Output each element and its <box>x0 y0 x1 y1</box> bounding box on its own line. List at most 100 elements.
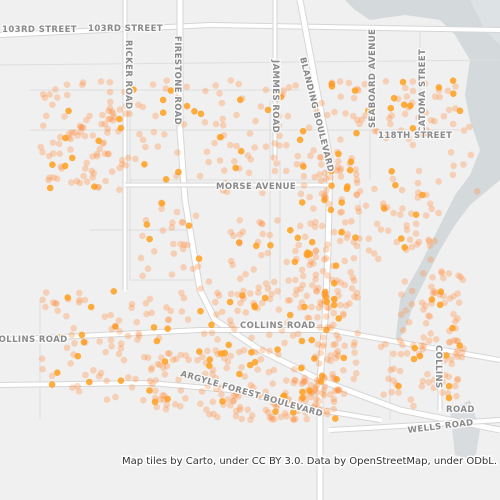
point <box>428 296 436 303</box>
point <box>244 152 252 159</box>
point <box>313 108 321 115</box>
point <box>440 113 448 120</box>
point <box>257 103 265 110</box>
point <box>80 172 87 180</box>
point <box>228 321 235 329</box>
point <box>303 292 311 300</box>
point <box>205 158 212 166</box>
point <box>219 115 226 123</box>
point <box>76 296 83 304</box>
point <box>162 176 170 183</box>
point <box>390 94 398 102</box>
point <box>362 202 370 209</box>
point <box>262 280 270 287</box>
point <box>179 219 186 226</box>
point <box>348 285 356 292</box>
point <box>333 167 340 174</box>
street-label: MORSE AVENUE <box>216 182 296 192</box>
point <box>354 294 361 301</box>
point <box>450 90 457 97</box>
point <box>388 388 396 396</box>
point <box>259 299 266 307</box>
point <box>396 367 404 375</box>
point <box>460 161 467 168</box>
point <box>414 179 422 187</box>
point <box>239 228 247 235</box>
point <box>139 103 147 111</box>
point <box>368 86 376 94</box>
point <box>335 315 343 322</box>
point <box>287 226 294 234</box>
point <box>218 99 226 107</box>
point <box>333 331 341 339</box>
point <box>203 148 211 156</box>
point <box>315 404 322 412</box>
point <box>262 406 270 414</box>
point <box>346 300 353 307</box>
point <box>312 384 319 391</box>
point <box>323 298 331 306</box>
point <box>415 114 422 121</box>
point <box>431 289 439 297</box>
point <box>143 221 151 228</box>
point <box>388 168 396 175</box>
point <box>323 254 330 262</box>
point <box>275 122 283 129</box>
point <box>356 120 363 128</box>
point <box>289 415 297 423</box>
point <box>385 375 392 383</box>
point <box>426 200 434 207</box>
point <box>275 306 283 313</box>
point <box>315 304 323 312</box>
point <box>273 403 281 411</box>
point <box>422 319 430 327</box>
point <box>171 401 179 408</box>
point <box>406 236 414 243</box>
point <box>431 93 439 100</box>
point <box>179 245 187 253</box>
point <box>460 127 468 134</box>
point <box>108 168 116 175</box>
point <box>371 127 379 135</box>
point <box>106 88 114 96</box>
point <box>221 354 228 362</box>
point <box>430 129 438 137</box>
point <box>77 128 84 136</box>
point <box>333 376 341 383</box>
point <box>162 406 170 413</box>
point <box>158 200 166 207</box>
point <box>237 299 244 307</box>
point <box>397 311 405 318</box>
point <box>352 234 359 241</box>
point <box>407 210 415 217</box>
points <box>37 77 481 424</box>
point <box>401 110 409 118</box>
point <box>78 331 86 339</box>
point <box>322 313 330 320</box>
point <box>90 170 98 177</box>
point <box>117 124 125 132</box>
point <box>335 158 342 165</box>
point <box>307 382 315 389</box>
point <box>39 122 47 129</box>
point <box>419 377 427 385</box>
point <box>374 255 382 263</box>
point <box>292 291 300 298</box>
point <box>83 116 90 124</box>
point <box>236 240 243 247</box>
point <box>46 184 54 192</box>
point <box>239 292 246 299</box>
point <box>153 403 160 411</box>
point <box>105 107 112 115</box>
point <box>242 270 249 278</box>
point <box>281 410 289 417</box>
point <box>399 205 406 212</box>
point <box>130 86 137 93</box>
point <box>294 330 302 338</box>
point <box>166 350 173 357</box>
point <box>324 111 331 119</box>
point <box>226 317 234 324</box>
point <box>453 392 460 400</box>
point <box>422 302 429 310</box>
point <box>81 296 89 304</box>
